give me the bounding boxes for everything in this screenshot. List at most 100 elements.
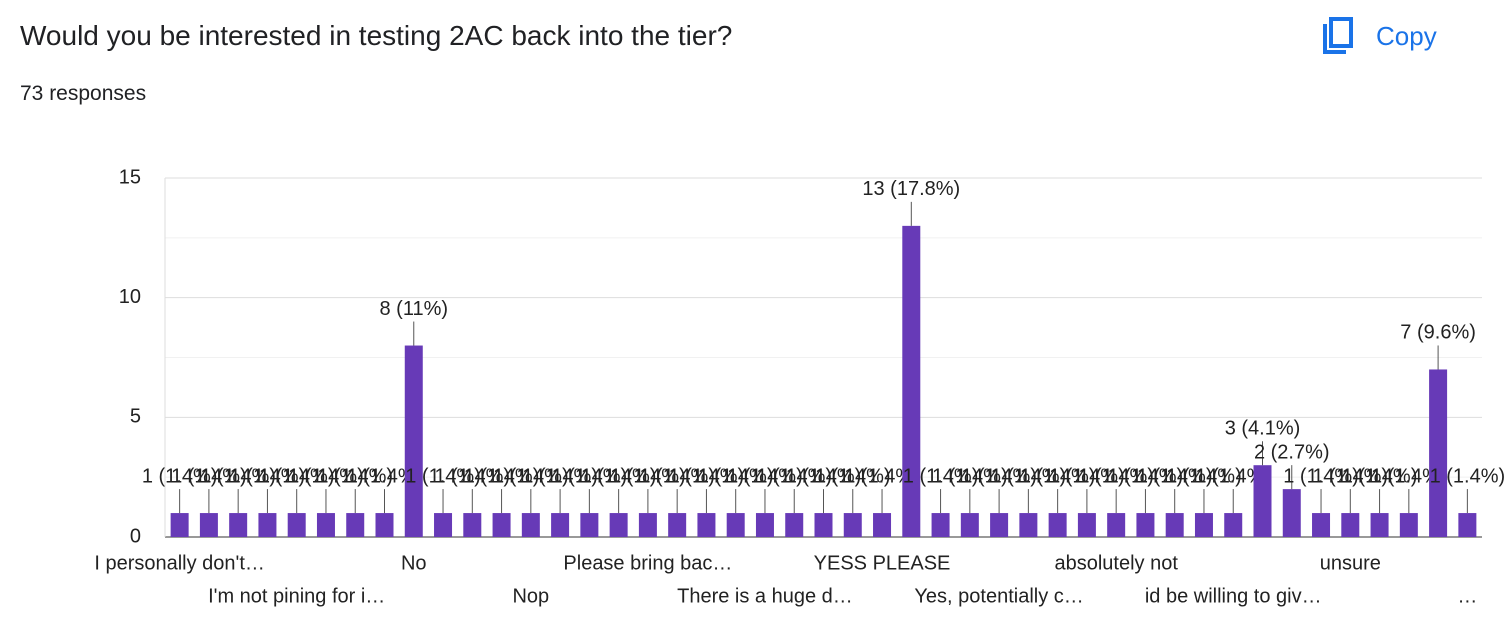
bar	[1107, 513, 1126, 537]
data-label: 1 (1.4%)	[435, 465, 511, 487]
data-label: 1 (1.4%)	[230, 465, 306, 487]
data-label: 1 (1.4%)	[961, 465, 1037, 487]
bar	[697, 513, 716, 537]
bar	[990, 513, 1009, 537]
data-label: 1 (1.4%)	[727, 465, 803, 487]
bar	[521, 513, 540, 537]
data-label: 2 (2.7%)	[1254, 441, 1330, 463]
data-label: 1 (1.4%)	[1195, 465, 1271, 487]
data-label: 1 (1.4%)	[1371, 465, 1447, 487]
copy-icon	[1323, 17, 1353, 54]
data-label: 1 (1.4%)	[493, 465, 569, 487]
data-label: 7 (9.6%)	[1400, 322, 1476, 344]
bar	[638, 513, 657, 537]
data-label: 3 (4.1%)	[1225, 417, 1301, 439]
bar	[1019, 513, 1038, 537]
data-label: 1 (1.4%)	[288, 465, 364, 487]
data-label: 1 (1.4%)	[815, 465, 891, 487]
bar	[375, 513, 394, 537]
bar	[814, 513, 833, 537]
bar	[726, 513, 745, 537]
data-label: 1 (1.4%)	[1342, 465, 1418, 487]
y-tick-label: 5	[130, 406, 141, 428]
bar	[960, 513, 979, 537]
data-label: 1 (1.4%)	[347, 465, 423, 487]
bar	[404, 345, 423, 537]
data-label: 1 (1.4%)	[1430, 465, 1504, 487]
bar	[258, 513, 277, 537]
data-label: 1 (1.4%)	[405, 465, 481, 487]
bar	[1370, 513, 1389, 537]
data-label: 1 (1.4%)	[1049, 465, 1125, 487]
data-label: 1 (1.4%)	[1137, 465, 1213, 487]
data-label: 1 (1.4%)	[552, 465, 628, 487]
data-label: 1 (1.4%)	[1108, 465, 1184, 487]
bar	[873, 513, 892, 537]
data-label: 1 (1.4%)	[259, 465, 335, 487]
bar	[1429, 369, 1448, 537]
x-tick-label: I personally don't…	[94, 552, 265, 574]
bar	[463, 513, 482, 537]
x-tick-label: id be willing to giv…	[1145, 585, 1322, 607]
bar	[229, 513, 248, 537]
data-label: 1 (1.4%)	[610, 465, 686, 487]
bar	[492, 513, 511, 537]
data-label: 1 (1.4%)	[669, 465, 745, 487]
x-tick-label: unsure	[1320, 552, 1381, 574]
data-label: 1 (1.4%)	[756, 465, 832, 487]
x-tick-label: Nop	[512, 585, 549, 607]
data-label: 1 (1.4%)	[1166, 465, 1242, 487]
data-label: 8 (11%)	[379, 298, 448, 320]
bar	[170, 513, 189, 537]
bar	[434, 513, 453, 537]
data-label: 1 (1.4%)	[200, 465, 276, 487]
bar	[609, 513, 628, 537]
bar	[1136, 513, 1155, 537]
bar	[346, 513, 365, 537]
response-count: 73 responses	[20, 82, 147, 105]
bar	[1399, 513, 1418, 537]
x-tick-label: …	[1457, 585, 1477, 607]
data-label: 1 (1.4%)	[142, 465, 218, 487]
x-tick-label: I'm not pining for i…	[208, 585, 385, 607]
bar	[1165, 513, 1184, 537]
copy-button[interactable]: Copy	[1320, 14, 1437, 58]
x-tick-label: Please bring bac…	[563, 552, 732, 574]
question-title: Would you be interested in testing 2AC b…	[20, 20, 733, 51]
x-tick-label: YESS PLEASE	[814, 552, 951, 574]
x-tick-label: No	[401, 552, 427, 574]
data-label: 1 (1.4%)	[991, 465, 1067, 487]
data-label: 1 (1.4%)	[1020, 465, 1096, 487]
data-label: 13 (17.8%)	[862, 178, 960, 200]
bar	[931, 513, 950, 537]
bar	[1458, 513, 1477, 537]
x-tick-label: There is a huge d…	[677, 585, 853, 607]
bar	[843, 513, 862, 537]
bar	[1194, 513, 1213, 537]
bar	[1282, 489, 1301, 537]
x-tick-label: absolutely not	[1054, 552, 1178, 574]
data-label: 1 (1.4%)	[903, 465, 979, 487]
data-label: 1 (1.4%)	[464, 465, 540, 487]
copy-label: Copy	[1376, 20, 1437, 51]
bar	[1312, 513, 1331, 537]
data-label: 1 (1.4%)	[932, 465, 1008, 487]
bar	[199, 513, 218, 537]
bar	[580, 513, 599, 537]
bar	[755, 513, 774, 537]
y-tick-label: 10	[119, 286, 141, 308]
bar	[668, 513, 687, 537]
y-tick-label: 0	[130, 525, 141, 547]
data-label: 1 (1.4%)	[639, 465, 715, 487]
x-tick-label: Yes, potentially c…	[914, 585, 1083, 607]
data-label: 1 (1.4%)	[786, 465, 862, 487]
bar	[902, 225, 921, 537]
data-label: 1 (1.4%)	[698, 465, 774, 487]
bar	[1253, 465, 1272, 537]
bar	[1341, 513, 1360, 537]
data-label: 1 (1.4%)	[844, 465, 920, 487]
y-tick-label: 15	[119, 166, 141, 188]
data-label: 1 (1.4%)	[171, 465, 247, 487]
